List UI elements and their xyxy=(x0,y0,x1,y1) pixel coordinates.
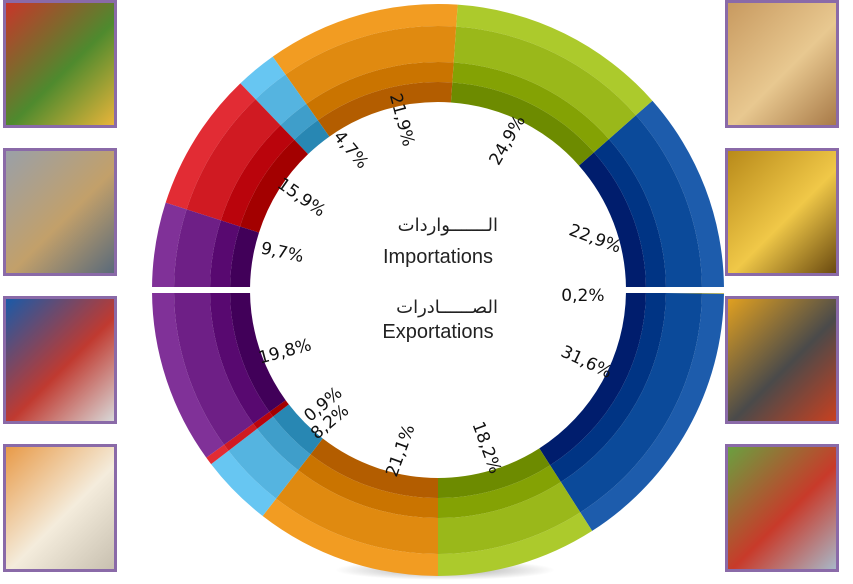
pct-label-0-2-: 0,2% xyxy=(561,286,604,306)
exports-label-fr: Exportations xyxy=(382,321,493,343)
market-aisle-photo xyxy=(725,444,839,572)
segment-band-2 xyxy=(550,292,666,483)
segment-band-2 xyxy=(280,103,318,140)
segment-band-0 xyxy=(262,498,438,576)
cigarettes-photo xyxy=(3,444,117,572)
wheat-photo xyxy=(725,0,839,128)
segment-band-3 xyxy=(578,152,646,289)
segment-band-3 xyxy=(272,404,323,455)
segment-band-1 xyxy=(174,291,254,445)
segment-band-0 xyxy=(152,202,187,289)
export-segment-19-8- xyxy=(152,291,286,458)
segment-band-1 xyxy=(438,482,581,554)
vegetables-photo xyxy=(3,0,117,128)
segment-band-0 xyxy=(211,450,277,516)
segment-band-2 xyxy=(253,411,273,429)
segment-band-0 xyxy=(456,4,653,116)
segment-band-2 xyxy=(593,139,666,289)
supermarket-cart-photo xyxy=(3,148,117,276)
segment-band-1 xyxy=(285,25,457,104)
export-segment-0-9- xyxy=(206,400,289,465)
segment-band-3 xyxy=(450,82,594,166)
ring-separator xyxy=(150,287,730,293)
export-segment-8-2- xyxy=(211,404,323,516)
fuel-pump-photo xyxy=(3,296,117,424)
segment-band-2 xyxy=(438,465,561,518)
segment-band-0 xyxy=(438,512,593,576)
export-segment-18-2- xyxy=(438,448,593,576)
pct-label-19-8-: 19,8% xyxy=(256,335,313,368)
gold-bars-photo xyxy=(725,148,839,276)
segment-band-2 xyxy=(220,125,295,227)
imports-ring xyxy=(152,3,724,289)
segment-band-1 xyxy=(255,74,307,126)
segment-band-3 xyxy=(539,292,646,466)
segment-band-3 xyxy=(230,291,286,412)
segment-band-3 xyxy=(294,120,330,155)
machinery-photo xyxy=(725,296,839,424)
segment-band-0 xyxy=(152,291,225,458)
export-segment-21-1- xyxy=(262,438,438,576)
pct-label-15-9-: 15,9% xyxy=(273,174,329,221)
segment-band-0 xyxy=(272,3,458,75)
import-segment-9-7- xyxy=(152,202,259,289)
import-segment-4-7- xyxy=(240,56,330,155)
pct-label-18-2-: 18,2% xyxy=(468,419,505,477)
segment-band-2 xyxy=(452,62,609,153)
imports-label-fr: Importations xyxy=(383,246,493,268)
segment-band-2 xyxy=(298,454,438,518)
segment-band-1 xyxy=(608,115,702,289)
segment-band-1 xyxy=(560,293,702,513)
segment-band-1 xyxy=(453,26,636,140)
segment-band-0 xyxy=(635,100,724,289)
segment-band-0 xyxy=(240,56,286,100)
segment-band-1 xyxy=(186,99,281,221)
import-segment-24-9- xyxy=(450,4,653,166)
pct-label-31-6-: 31,6% xyxy=(558,342,615,383)
import-segment-15-9- xyxy=(165,83,309,233)
segment-band-3 xyxy=(317,81,453,137)
segment-band-3 xyxy=(438,448,551,498)
segment-band-0 xyxy=(580,293,724,531)
segment-band-2 xyxy=(306,62,454,121)
export-segment-31-6- xyxy=(539,292,724,531)
segment-band-0 xyxy=(165,83,256,210)
import-segment-22-9- xyxy=(578,100,724,289)
imports-label-ar: الـــــــواردات xyxy=(398,215,498,236)
segment-band-1 xyxy=(276,470,438,554)
segment-band-1 xyxy=(228,428,299,499)
segment-band-2 xyxy=(257,416,311,471)
pct-label-24-9-: 24,9% xyxy=(486,112,530,169)
segment-band-3 xyxy=(310,438,438,498)
segment-band-2 xyxy=(210,291,270,424)
pct-label-9-7-: 9,7% xyxy=(259,239,305,268)
exports-label-ar: الصــــــادرات xyxy=(396,297,498,318)
pct-label-21-1-: 21,1% xyxy=(382,422,419,480)
segment-band-0 xyxy=(206,444,229,465)
segment-band-3 xyxy=(239,139,309,233)
segment-band-3 xyxy=(230,226,259,289)
exports-ring xyxy=(152,291,724,576)
segment-band-3 xyxy=(269,400,289,417)
segment-band-1 xyxy=(224,423,258,451)
import-segment-21-9- xyxy=(272,3,458,137)
segment-band-2 xyxy=(210,220,240,289)
pct-label-4-7-: 4,7% xyxy=(329,127,372,173)
segment-band-1 xyxy=(174,209,221,289)
